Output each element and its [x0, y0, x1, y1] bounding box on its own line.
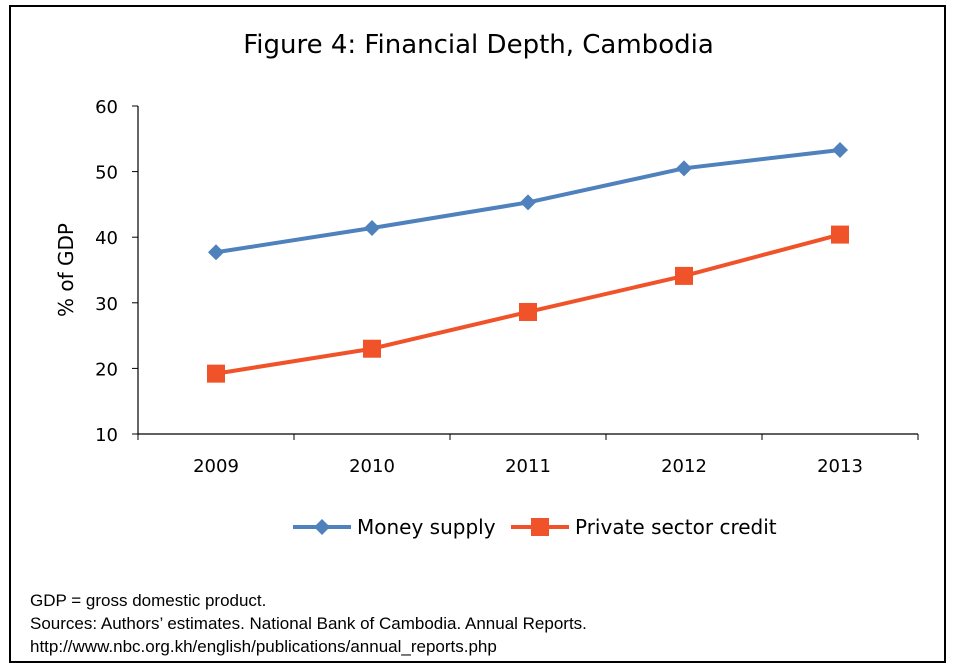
y-tick-label: 50	[95, 163, 118, 184]
money-supply-point	[364, 220, 380, 237]
legend-money-supply-label: Money supply	[357, 515, 496, 539]
y-tick-label: 10	[95, 425, 118, 446]
money-supply-point	[832, 141, 848, 158]
legend-private-sector-credit-marker	[531, 518, 549, 536]
y-tick-label: 30	[95, 294, 118, 315]
private-sector-credit-point	[675, 266, 693, 285]
figure-frame	[9, 5, 946, 663]
chart-title: Figure 4: Financial Depth, Cambodia	[243, 30, 714, 60]
x-tick-label: 2009	[193, 456, 239, 477]
line-chart: % of GDP 10 20 30 40 50 60 2009 2010 2011 2012 201…	[54, 97, 919, 539]
y-tick-label: 40	[95, 228, 118, 249]
x-tick-label: 2013	[817, 456, 863, 477]
legend-money-supply-marker	[314, 519, 330, 535]
y-axis-label: % of GDP	[54, 223, 78, 317]
private-sector-credit-point	[831, 225, 849, 244]
note-url: http://www.nbc.org.kh/english/publicatio…	[30, 637, 497, 656]
note-definition: GDP = gross domestic product.	[30, 591, 267, 610]
money-supply-point	[520, 194, 536, 211]
money-supply-point	[208, 244, 224, 261]
x-tick-label: 2012	[661, 456, 707, 477]
x-tick-label: 2011	[505, 456, 551, 477]
legend-private-sector-credit-label: Private sector credit	[575, 515, 777, 539]
money-supply-point	[676, 160, 692, 177]
note-sources: Sources: Authors’ estimates. National Ba…	[30, 614, 587, 633]
figure-notes: GDP = gross domestic product. Sources: A…	[30, 589, 587, 658]
x-tick-label: 2010	[349, 456, 395, 477]
private-sector-credit-point	[519, 302, 537, 321]
y-tick-label: 60	[95, 97, 118, 118]
y-tick-label: 20	[95, 359, 118, 380]
private-sector-credit-point	[363, 339, 381, 358]
private-sector-credit-point	[207, 364, 225, 383]
